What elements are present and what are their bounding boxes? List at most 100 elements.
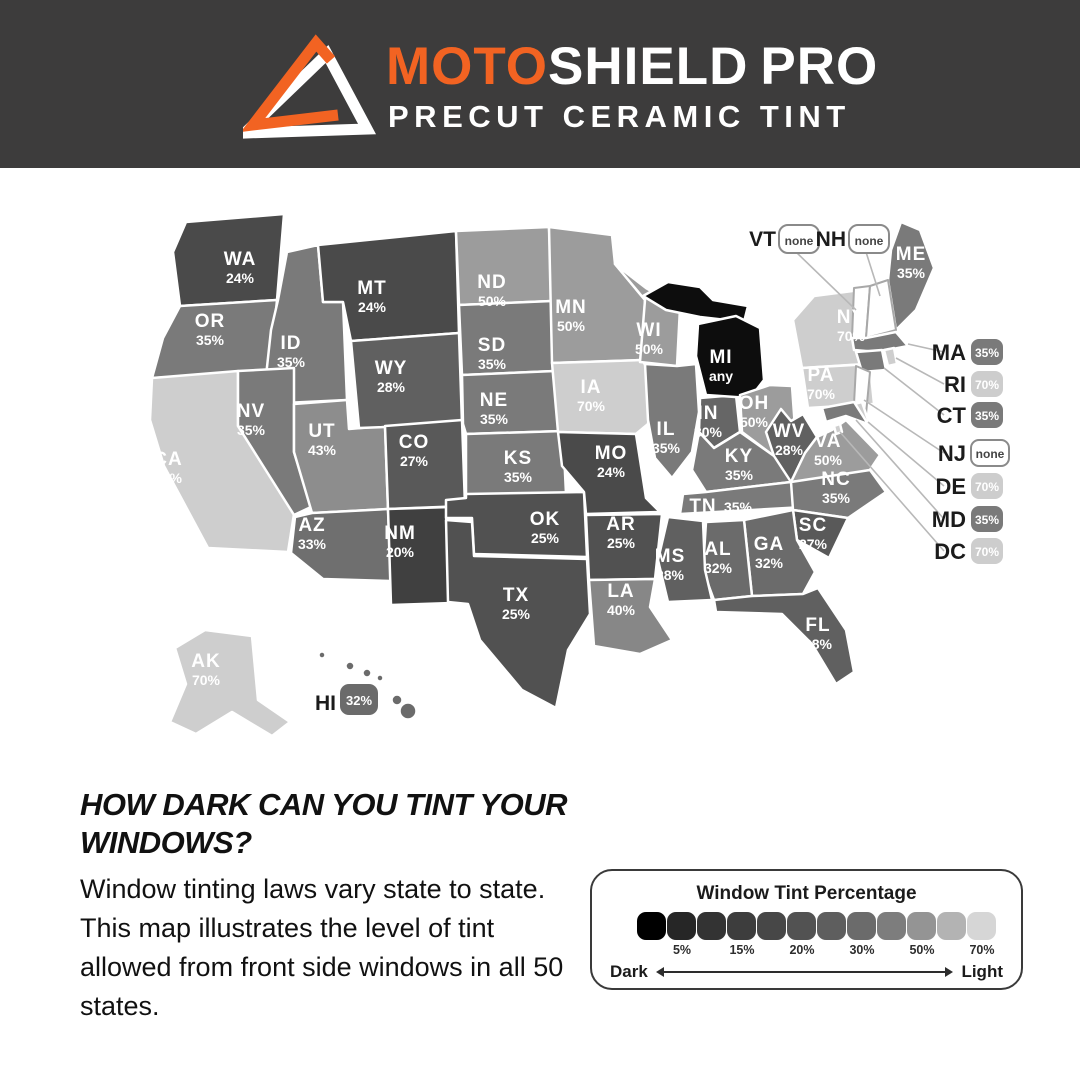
state-PA-label: PA	[808, 365, 835, 386]
legend-swatch-label-7	[817, 943, 847, 957]
callout-line	[855, 419, 945, 520]
state-TX	[444, 518, 592, 710]
state-CO-value: 27%	[400, 453, 429, 469]
state-MI	[641, 280, 750, 324]
callout-NJ-label: NJ	[938, 441, 966, 466]
callout-RI-value: 70%	[975, 378, 999, 392]
state-MN-label: MN	[555, 297, 587, 318]
legend-swatch-12	[967, 912, 996, 940]
legend-swatch-label-5	[757, 943, 787, 957]
callout-VT-box	[778, 224, 820, 254]
state-WY-label: WY	[375, 358, 408, 379]
callout-VT-label: VT	[749, 228, 776, 251]
state-ID-value: 35%	[277, 354, 306, 370]
callout-line	[795, 251, 857, 311]
callout-HI-box	[340, 684, 378, 715]
state-TN-label: TN	[689, 496, 716, 517]
state-ND-value: 50%	[478, 293, 507, 309]
state-WA-value: 24%	[226, 270, 255, 286]
tint-legend-box: Window Tint Percentage 5% 15% 20% 30% 50% 70%…	[590, 869, 1023, 990]
state-HI-island	[345, 661, 355, 671]
legend-swatch-7	[817, 912, 846, 940]
header-banner: MOTOSHIELD PRO PRECUT CERAMIC TINT	[0, 0, 1080, 168]
state-IL-label: IL	[657, 419, 676, 440]
callout-DE-label: DE	[935, 474, 966, 499]
state-DC	[832, 422, 844, 436]
legend-swatch-6	[787, 912, 816, 940]
callout-NJ-value: none	[976, 447, 1005, 461]
state-ND-label: ND	[477, 272, 506, 293]
state-MO	[556, 430, 662, 516]
legend-swatch-label-2: 5%	[672, 943, 692, 957]
legend-swatch-1	[637, 912, 666, 940]
callout-CT-label: CT	[937, 403, 967, 428]
legend-swatch-row	[637, 912, 1021, 940]
legend-swatch-label-8: 30%	[849, 943, 875, 957]
state-FL-value: 28%	[804, 636, 833, 652]
callout-MD-value: 35%	[975, 513, 999, 527]
state-HI-island	[318, 651, 326, 659]
state-MS-label: MS	[655, 546, 686, 567]
state-NM-value: 20%	[386, 544, 415, 560]
state-IA	[550, 358, 656, 436]
callout-VT-value: none	[785, 234, 814, 248]
state-HI-island	[399, 702, 417, 720]
state-NH	[865, 279, 897, 339]
state-RI	[882, 346, 899, 368]
callout-line	[865, 251, 881, 297]
state-OH-value: 50%	[740, 414, 769, 430]
callout-DC-value: 70%	[975, 545, 999, 559]
callout-line	[895, 357, 945, 385]
state-KS-label: KS	[504, 448, 532, 469]
state-MS-value: 28%	[656, 567, 685, 583]
section-heading-line2: WINDOWS?	[80, 824, 252, 860]
callout-line	[907, 343, 945, 353]
motoshield-logo-icon	[243, 34, 377, 139]
state-WY	[349, 331, 464, 430]
brand-pro: PRO	[760, 37, 879, 96]
state-IL-value: 35%	[652, 440, 681, 456]
callout-DC-label: DC	[934, 539, 966, 564]
callout-CT-value: 35%	[975, 409, 999, 423]
state-MO-value: 24%	[597, 464, 626, 480]
state-KY-label: KY	[725, 446, 753, 467]
state-OK-value: 25%	[531, 530, 560, 546]
legend-swatch-10	[907, 912, 936, 940]
state-ME-value: 35%	[897, 265, 926, 281]
state-NC	[789, 468, 888, 520]
state-AR-value: 25%	[607, 535, 636, 551]
state-TN-value: 35%	[724, 499, 753, 515]
state-HI-island	[391, 694, 403, 706]
legend-swatch-label-10: 50%	[909, 943, 935, 957]
callout-DE-box	[971, 473, 1003, 499]
callout-NH-label: NH	[816, 228, 846, 251]
arrow-left-icon	[655, 967, 664, 977]
state-LA-label: LA	[607, 581, 634, 602]
state-TX-label: TX	[503, 585, 529, 606]
state-OH-label: OH	[739, 393, 770, 414]
legend-title: Window Tint Percentage	[696, 883, 917, 904]
state-NC-label: NC	[821, 469, 850, 490]
state-WV-value: 28%	[775, 442, 804, 458]
state-MT-value: 24%	[358, 299, 387, 315]
state-MS	[656, 515, 714, 604]
callout-DC-box	[971, 538, 1003, 564]
callout-CT-box	[971, 402, 1003, 428]
legend-swatch-label-1	[637, 943, 667, 957]
brand-tagline: PRECUT CERAMIC TINT	[388, 99, 851, 134]
state-KY-value: 35%	[725, 467, 754, 483]
state-WY-value: 28%	[377, 379, 406, 395]
state-AZ-value: 33%	[298, 536, 327, 552]
legend-dark-label: Dark	[610, 962, 648, 981]
state-SD-value: 35%	[478, 356, 507, 372]
state-CA-value: 70%	[154, 470, 183, 486]
state-WI-label: WI	[636, 320, 661, 341]
legend-swatch-label-3	[697, 943, 727, 957]
callout-RI-label: RI	[944, 372, 966, 397]
state-MI-label: MI	[709, 347, 732, 368]
legend-swatch-9	[877, 912, 906, 940]
state-AL-label: AL	[704, 539, 731, 560]
state-CA-label: CA	[153, 449, 182, 470]
state-IL	[643, 362, 701, 480]
